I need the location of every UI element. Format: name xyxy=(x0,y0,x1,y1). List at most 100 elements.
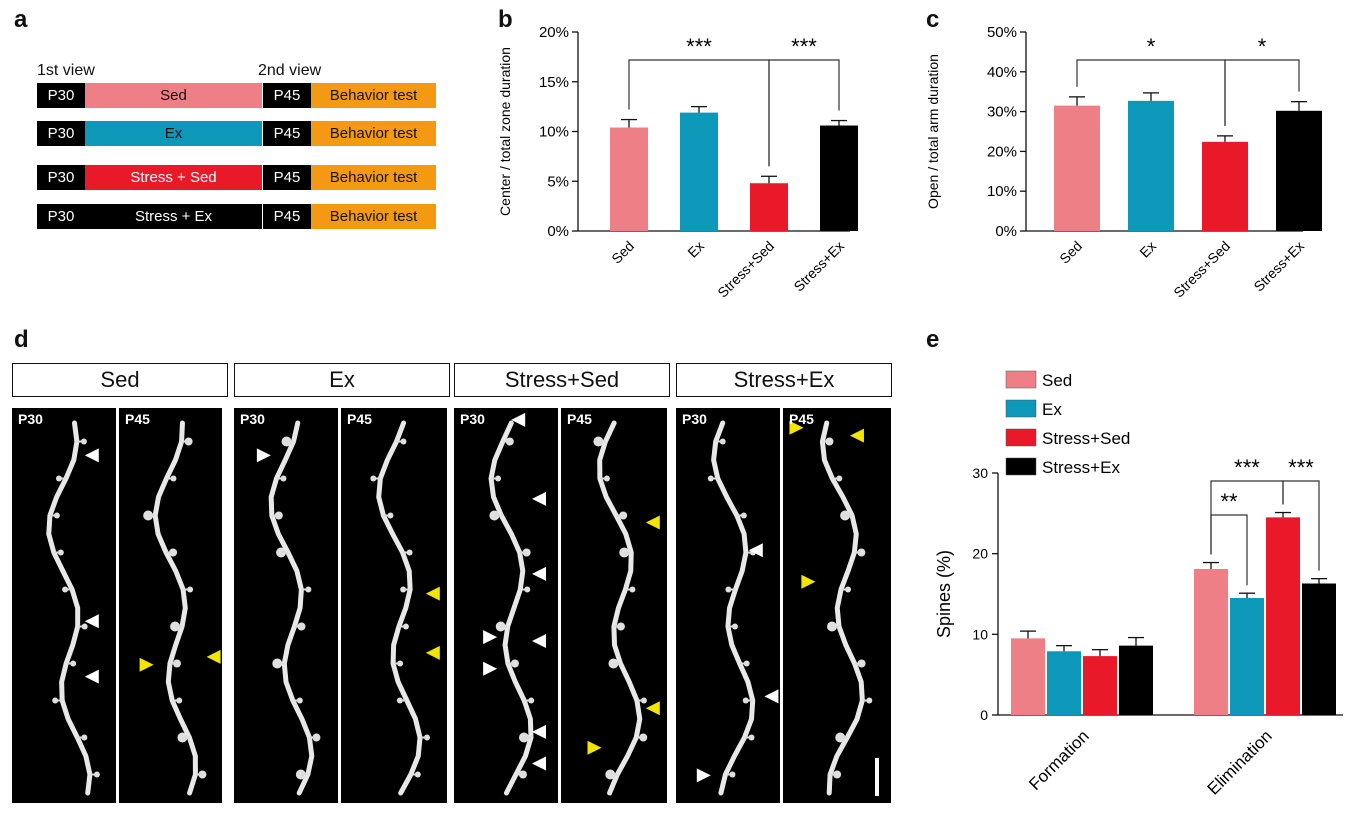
legend-label: Ex xyxy=(1042,400,1062,419)
bar xyxy=(680,112,718,231)
timeline-start: P30 xyxy=(37,204,85,229)
arrowhead-marker xyxy=(483,630,498,645)
legend-swatch xyxy=(1005,457,1037,476)
dendrite-micrograph: P45 xyxy=(783,408,891,803)
micrograph-age-label: P30 xyxy=(682,411,707,427)
y-axis-label: Center / total zone duration xyxy=(497,47,513,216)
arrowhead-marker xyxy=(587,740,602,755)
timeline-row: P30 Stress + Ex P45 Behavior test xyxy=(37,204,436,229)
timeline-behavior-test: Behavior test xyxy=(311,204,436,229)
arrowhead-marker xyxy=(256,448,271,463)
timeline-end: P45 xyxy=(263,83,311,108)
scale-bar xyxy=(875,758,879,796)
bar xyxy=(1230,598,1264,715)
arrowhead-marker xyxy=(511,412,526,427)
x-tick-label: Stress+Ex xyxy=(1250,238,1307,295)
y-axis-label: Open / total arm duration xyxy=(925,54,941,209)
y-tick-label: 50% xyxy=(987,24,1017,41)
y-tick-label: 20 xyxy=(972,546,988,562)
y-tick-label: 10% xyxy=(539,124,569,141)
y-tick-label: 0% xyxy=(547,223,569,240)
x-tick-label: Sed xyxy=(1056,238,1085,267)
legend-label: Sed xyxy=(1042,371,1072,390)
y-tick-label: 0% xyxy=(995,223,1017,240)
legend-swatch xyxy=(1005,399,1037,418)
timeline-end: P45 xyxy=(263,204,311,229)
micrograph-age-label: P45 xyxy=(347,411,372,427)
timeline-divider xyxy=(262,83,263,108)
x-tick-label: Stress+Ex xyxy=(790,238,847,295)
micrograph-group-header: Stress+Ex xyxy=(676,363,892,397)
bar xyxy=(1047,651,1081,715)
y-tick-label: 0 xyxy=(980,707,988,723)
significance-label: *** xyxy=(1288,455,1314,480)
micrograph-age-label: P30 xyxy=(18,411,43,427)
x-tick-label: Elimination xyxy=(1204,726,1276,798)
bar xyxy=(1011,638,1045,715)
bar xyxy=(1302,583,1336,715)
significance-bracket xyxy=(768,59,840,167)
bar xyxy=(610,127,648,231)
dendrite-micrograph: P30 xyxy=(234,408,338,803)
x-tick-label: Formation xyxy=(1025,726,1093,794)
arrowhead-marker xyxy=(84,614,99,629)
y-tick-label: 20% xyxy=(539,24,569,41)
arrowhead-marker xyxy=(696,768,711,783)
x-tick-label: Ex xyxy=(684,238,707,261)
panel-letter-e: e xyxy=(926,326,940,353)
micrograph-group-header: Stress+Sed xyxy=(454,363,670,397)
x-tick-label: Sed xyxy=(608,238,637,267)
micrograph-age-label: P30 xyxy=(460,411,485,427)
arrowhead-marker xyxy=(206,649,221,664)
timeline-start: P30 xyxy=(37,165,85,190)
timeline-divider xyxy=(262,204,263,229)
dendrite-micrograph: P30 xyxy=(676,408,780,803)
first-view-label: 1st view xyxy=(37,62,95,79)
panel-letter-d: d xyxy=(14,326,29,353)
x-tick-label: Stress+Sed xyxy=(714,238,777,301)
y-tick-label: 30% xyxy=(987,104,1017,121)
second-view-label: 2nd view xyxy=(258,62,322,79)
arrowhead-marker xyxy=(532,491,546,506)
bar xyxy=(1194,568,1228,715)
timeline-start: P30 xyxy=(37,121,85,146)
dendrite-image xyxy=(256,420,321,796)
bar xyxy=(1083,656,1117,715)
bar xyxy=(820,125,858,231)
bar xyxy=(1128,100,1174,231)
arrowhead-marker xyxy=(425,645,440,660)
y-tick-label: 10% xyxy=(987,183,1017,200)
micrograph-group-header: Sed xyxy=(12,363,228,397)
timeline-divider xyxy=(262,165,263,190)
bar xyxy=(1266,517,1300,715)
significance-bracket xyxy=(1282,480,1320,571)
significance-label: * xyxy=(1258,34,1267,59)
y-tick-label: 5% xyxy=(547,173,569,190)
timeline-condition: Stress + Sed xyxy=(85,165,262,190)
significance-bracket xyxy=(1224,59,1300,126)
chart-c-open-arm: 0% 10% 20% 30% 40% 50% Open / total arm durati… xyxy=(925,24,1322,301)
x-tick-label: Stress+Sed xyxy=(1170,238,1233,301)
chart-b-center-zone: 0% 5% 10% 15% 20% Center / total zone duratio… xyxy=(497,24,858,301)
timeline-row: P30 Stress + Sed P45 Behavior test xyxy=(37,165,436,190)
timeline-end: P45 xyxy=(263,121,311,146)
timeline-behavior-test: Behavior test xyxy=(311,121,436,146)
arrowhead-marker xyxy=(801,574,816,589)
y-tick-label: 30 xyxy=(972,465,988,481)
arrowhead-marker xyxy=(748,543,763,558)
arrowhead-marker xyxy=(84,448,99,463)
bar xyxy=(1202,141,1248,231)
arrowhead-marker xyxy=(84,669,99,684)
dendrite-micrograph: P45 xyxy=(561,408,667,803)
dendrite-image xyxy=(789,420,879,796)
dendrite-image xyxy=(483,412,546,796)
arrowhead-marker xyxy=(532,724,546,739)
micrograph-group-header: Ex xyxy=(234,363,450,397)
micrograph-age-label: P30 xyxy=(240,411,265,427)
bar xyxy=(1276,110,1322,231)
y-tick-label: 20% xyxy=(987,143,1017,160)
dendrite-image xyxy=(696,420,779,796)
arrowhead-marker xyxy=(849,428,864,443)
micrograph-age-label: P45 xyxy=(789,411,814,427)
y-tick-label: 40% xyxy=(987,64,1017,81)
